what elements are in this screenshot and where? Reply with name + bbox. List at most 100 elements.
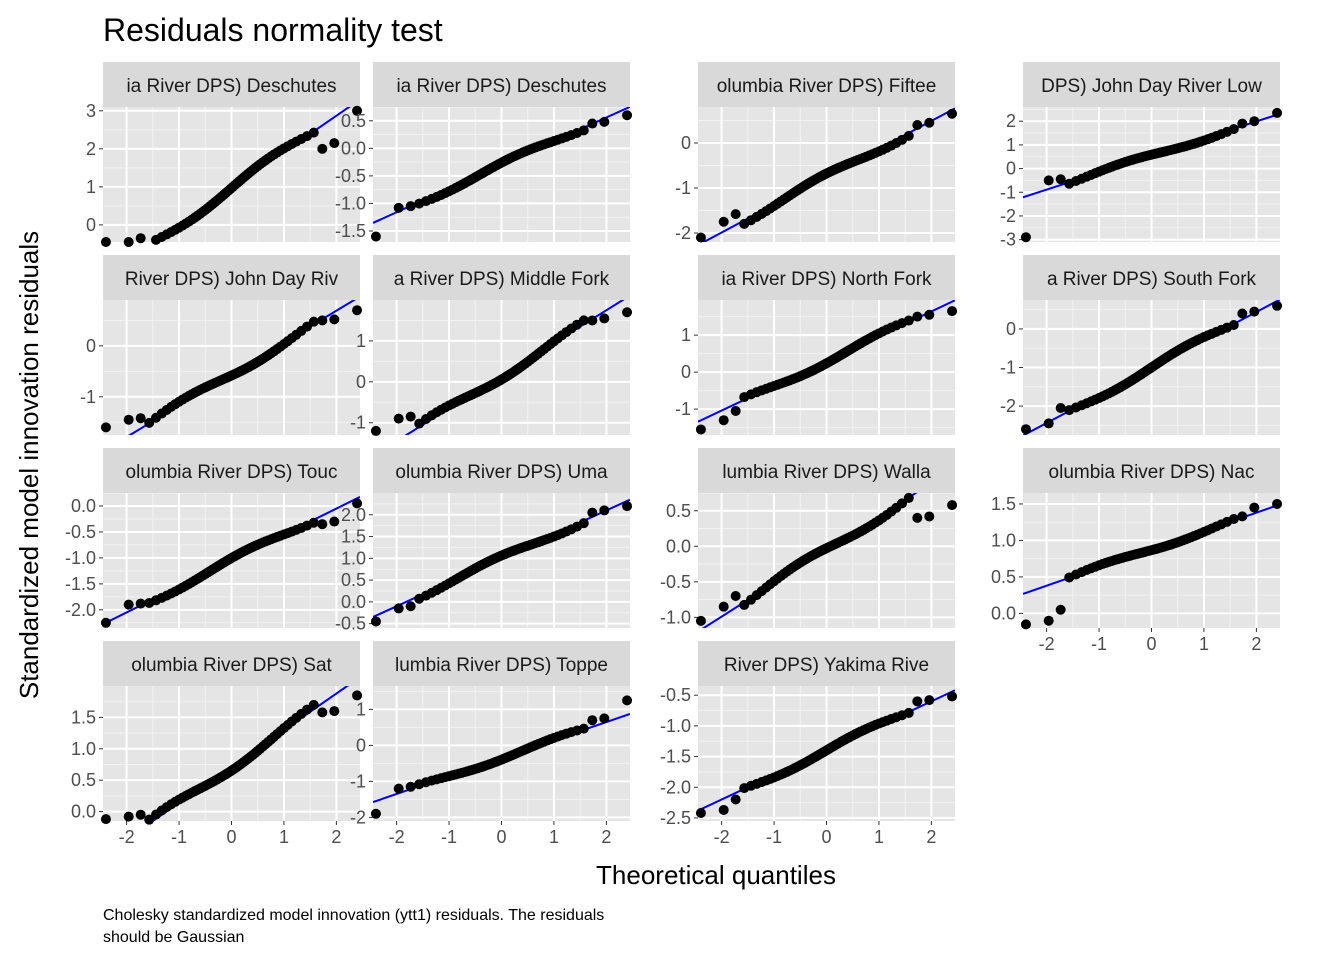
data-point xyxy=(947,500,958,511)
x-tick-label: -1 xyxy=(1091,634,1107,654)
strip-label: lumbia River DPS) Walla xyxy=(722,462,931,483)
y-tick-label: 1 xyxy=(681,325,691,345)
x-axis-title: Theoretical quantiles xyxy=(596,860,836,890)
y-tick-label: -0.5 xyxy=(660,572,691,592)
y-tick-label: 1.5 xyxy=(341,527,366,547)
data-point xyxy=(695,615,706,626)
data-point xyxy=(903,130,914,141)
strip-background xyxy=(698,448,955,493)
y-tick-label: -0.5 xyxy=(335,614,366,634)
strip-background xyxy=(1023,62,1280,107)
data-point xyxy=(1237,511,1248,522)
qq-points xyxy=(370,501,633,627)
data-point xyxy=(695,232,706,243)
strip-background xyxy=(373,448,630,493)
grid xyxy=(373,493,630,628)
y-tick-label: 0 xyxy=(86,215,96,235)
y-tick-label: -1.5 xyxy=(660,747,691,767)
data-point xyxy=(329,314,340,325)
data-point xyxy=(1020,232,1031,243)
y-tick-label: -1 xyxy=(80,387,96,407)
y-tick-label: -1 xyxy=(1000,358,1016,378)
data-point xyxy=(144,814,155,825)
x-tick-label: 0 xyxy=(226,827,236,847)
data-point xyxy=(308,127,319,138)
qq-points xyxy=(100,305,363,433)
data-point xyxy=(1043,615,1054,626)
y-tick-label: 1 xyxy=(356,699,366,719)
data-point xyxy=(1020,424,1031,435)
y-tick-label: 0.0 xyxy=(341,138,366,158)
grid xyxy=(698,300,955,435)
data-point xyxy=(730,794,741,805)
y-tick-label: -1 xyxy=(1000,182,1016,202)
x-tick-label: -2 xyxy=(119,827,135,847)
data-point xyxy=(370,425,381,436)
data-point xyxy=(329,516,340,527)
data-point xyxy=(393,603,404,614)
qq-points xyxy=(370,110,633,242)
y-tick-label: -2.0 xyxy=(65,600,96,620)
data-point xyxy=(317,143,328,154)
strip-label: DPS) John Day River Low xyxy=(1041,76,1262,97)
facet-panel: olumbia River DPS) Sat 0.0 0.5 1.0 1.5 -2 -1 0 1… xyxy=(71,641,363,847)
y-tick-label: 0.0 xyxy=(341,592,366,612)
data-point xyxy=(897,498,908,509)
y-tick-label: 0 xyxy=(356,372,366,392)
y-tick-label: -2 xyxy=(1000,206,1016,226)
data-point xyxy=(903,707,914,718)
data-point xyxy=(1249,116,1260,127)
data-point xyxy=(352,498,363,509)
data-point xyxy=(1043,418,1054,429)
x-tick-label: -1 xyxy=(766,827,782,847)
data-point xyxy=(947,691,958,702)
x-tick-label: -2 xyxy=(1039,634,1055,654)
facet-panel: olumbia River DPS) Touc -2.0 -1.5 -1.0 -0.5 0… xyxy=(65,448,363,628)
y-tick-label: -1 xyxy=(350,771,366,791)
y-tick-label: 1.0 xyxy=(341,548,366,568)
data-point xyxy=(329,138,340,149)
data-point xyxy=(1272,498,1283,509)
y-tick-label: 2.0 xyxy=(341,505,366,525)
strip-background xyxy=(103,255,360,300)
y-tick-label: -0.5 xyxy=(65,522,96,542)
grid xyxy=(698,107,955,242)
y-tick-label: 0 xyxy=(356,735,366,755)
x-tick-label: 0 xyxy=(821,827,831,847)
y-tick-label: -1 xyxy=(675,178,691,198)
data-point xyxy=(622,695,633,706)
data-point xyxy=(100,814,111,825)
x-tick-label: 1 xyxy=(549,827,559,847)
y-tick-label: -1.5 xyxy=(65,574,96,594)
data-point xyxy=(317,315,328,326)
data-point xyxy=(587,118,598,129)
data-point xyxy=(1020,619,1031,630)
data-point xyxy=(924,117,935,128)
facet-panel: olumbia River DPS) Uma -0.50.00.51.01.52.… xyxy=(335,448,633,634)
data-point xyxy=(622,110,633,121)
y-tick-label: 0 xyxy=(681,362,691,382)
strip-label: River DPS) John Day Riv xyxy=(125,269,339,290)
data-point xyxy=(578,125,589,136)
y-tick-label: 0.5 xyxy=(666,501,691,521)
data-point xyxy=(308,699,319,710)
strip-label: olumbia River DPS) Sat xyxy=(131,655,332,676)
x-tick-label: -2 xyxy=(389,827,405,847)
y-tick-label: -1 xyxy=(675,399,691,419)
data-point xyxy=(947,108,958,119)
data-point xyxy=(587,715,598,726)
data-point xyxy=(100,422,111,433)
strip-background xyxy=(698,641,955,686)
data-point xyxy=(730,209,741,220)
data-point xyxy=(393,413,404,424)
data-point xyxy=(144,417,155,428)
strip-background xyxy=(1023,448,1280,493)
qq-points xyxy=(1020,498,1283,630)
y-tick-label: 0.0 xyxy=(666,536,691,556)
y-tick-label: -2.0 xyxy=(660,777,691,797)
qq-points xyxy=(695,108,958,243)
qq-points xyxy=(370,307,633,436)
strip-label: a River DPS) South Fork xyxy=(1047,269,1257,290)
data-point xyxy=(599,116,610,127)
data-point xyxy=(370,616,381,627)
